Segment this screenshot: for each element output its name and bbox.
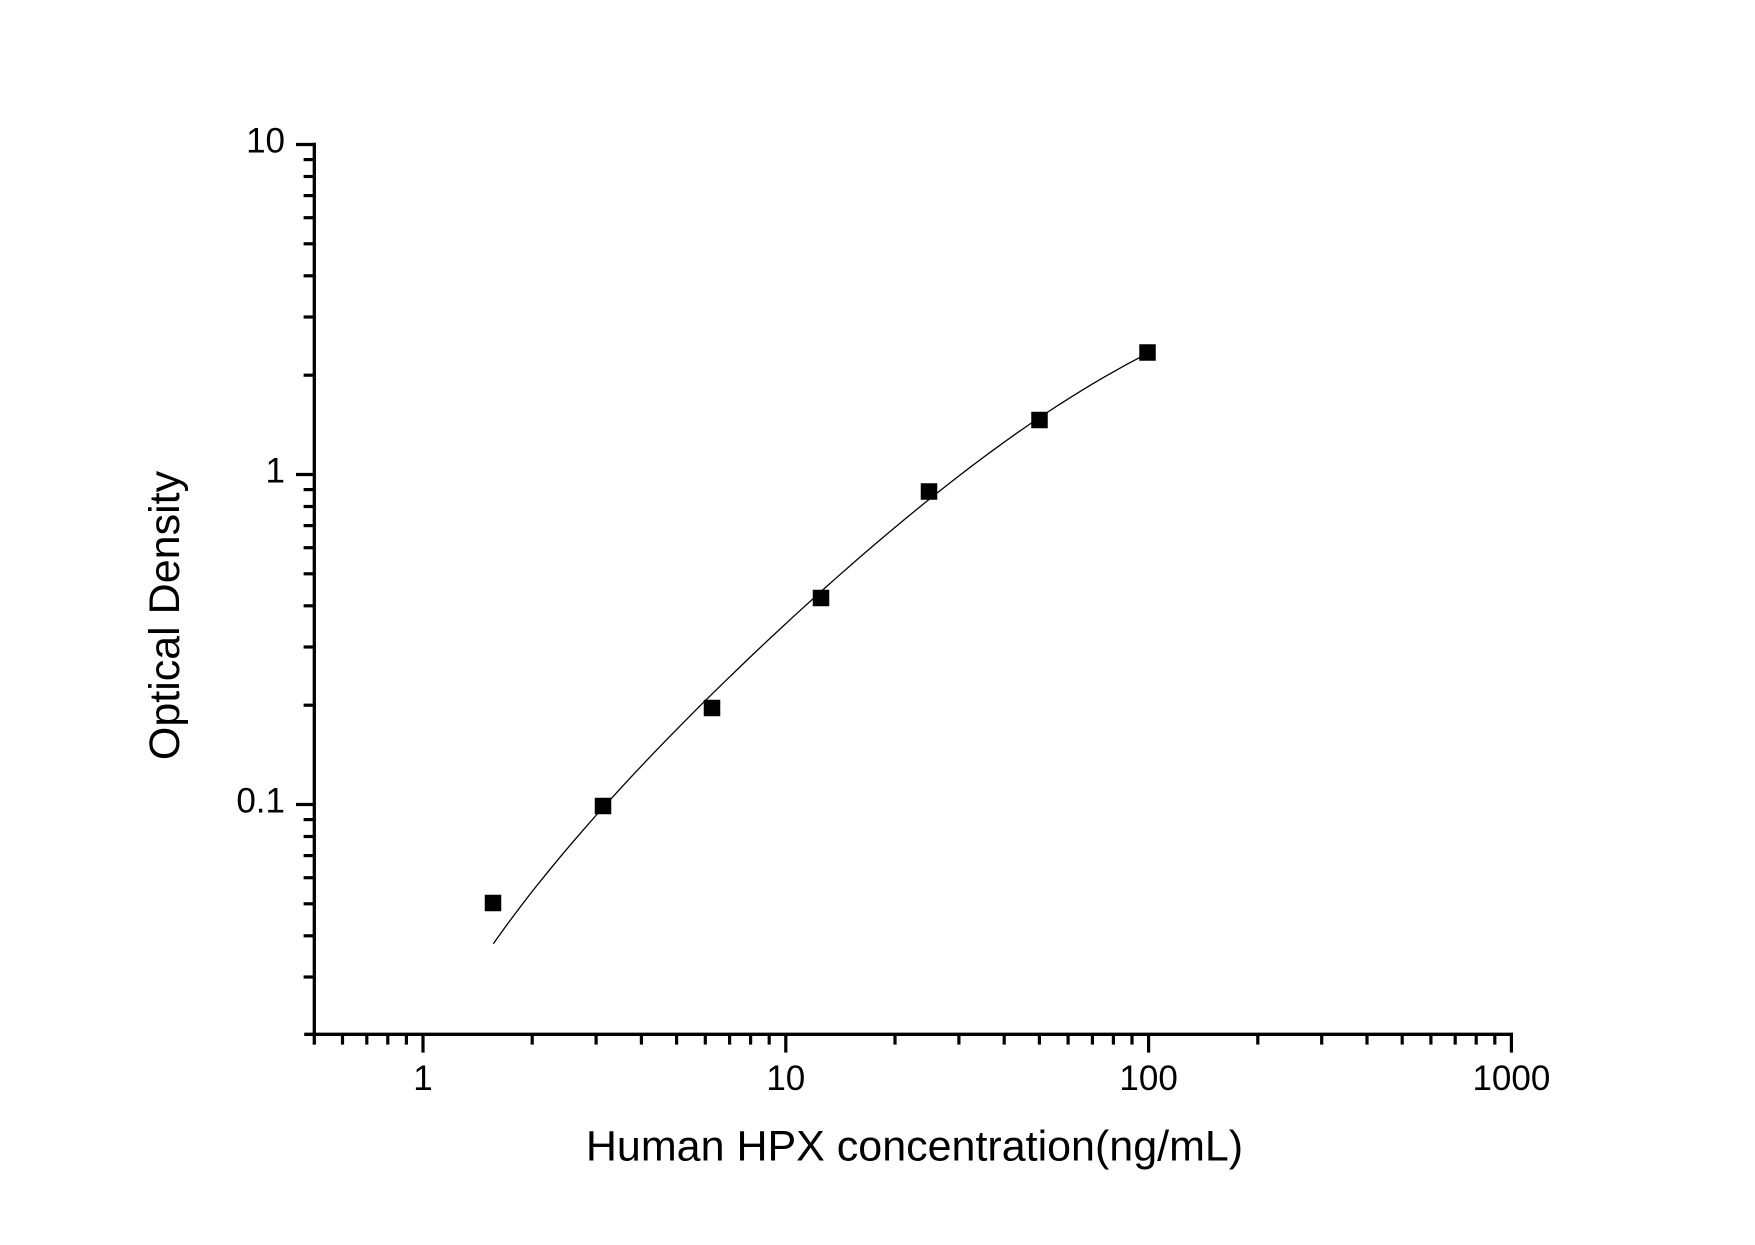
svg-text:1: 1: [266, 452, 285, 491]
svg-text:Optical Density: Optical Density: [141, 470, 189, 760]
svg-text:0.1: 0.1: [236, 782, 285, 821]
svg-text:100: 100: [1119, 1059, 1177, 1098]
svg-text:1000: 1000: [1472, 1059, 1550, 1098]
svg-text:10: 10: [766, 1059, 805, 1098]
svg-text:1: 1: [413, 1059, 432, 1098]
svg-text:10: 10: [246, 122, 285, 161]
svg-text:Human HPX concentration(ng/mL): Human HPX concentration(ng/mL): [586, 1123, 1243, 1171]
